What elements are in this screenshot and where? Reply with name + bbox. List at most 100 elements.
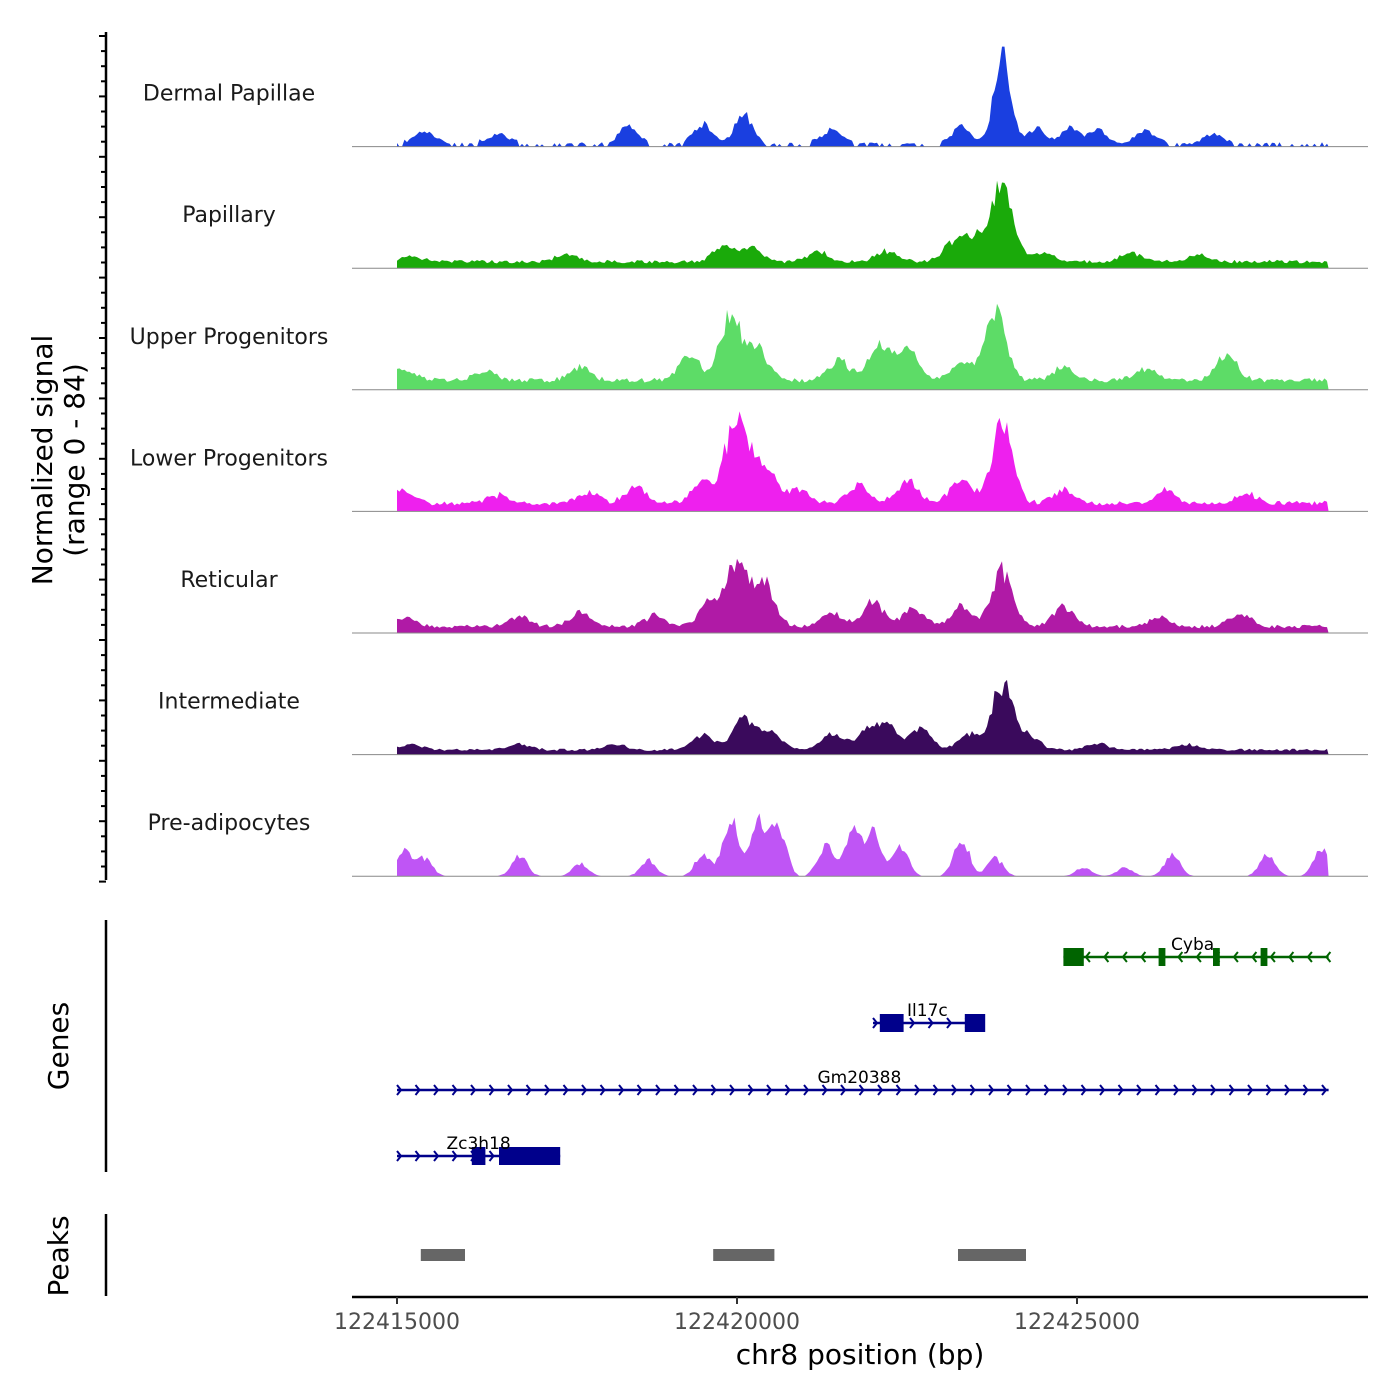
x-axis-title: chr8 position (bp) [736, 1338, 985, 1371]
strand-chevron [909, 1017, 916, 1029]
strand-chevron [1099, 1084, 1106, 1096]
strand-chevron [927, 1017, 934, 1029]
exon-block [964, 1014, 986, 1032]
strand-chevron [877, 1084, 884, 1096]
x-tick-label: 122415000 [334, 1310, 460, 1335]
strand-chevron [766, 1084, 773, 1096]
gene-model: Cyba [1063, 935, 1332, 966]
exon-block [1213, 948, 1220, 966]
strand-chevron [1195, 951, 1202, 963]
strand-chevron [1121, 951, 1128, 963]
coverage-track: Upper Progenitors [130, 303, 1368, 391]
strand-chevron [1006, 1084, 1013, 1096]
strand-chevron [840, 1084, 847, 1096]
track-label: Reticular [180, 568, 278, 593]
strand-chevron [414, 1084, 421, 1096]
track-label: Papillary [182, 203, 276, 228]
coverage-area [397, 180, 1329, 269]
strand-chevron [396, 1084, 403, 1096]
strand-chevron [1154, 1084, 1161, 1096]
gene-label: Il17c [907, 1001, 948, 1021]
strand-chevron [1247, 1084, 1254, 1096]
strand-chevron [396, 1150, 403, 1162]
gene-model: Il17c [872, 1001, 986, 1032]
strand-chevron [655, 1084, 662, 1096]
strand-chevron [451, 1150, 458, 1162]
track-label: Pre-adipocytes [148, 811, 311, 836]
strand-chevron [1321, 1084, 1328, 1096]
axes: 122415000 122420000 122425000 [99, 32, 1368, 1335]
exon-block [879, 1014, 904, 1032]
strand-chevron [710, 1084, 717, 1096]
coverage-track: Lower Progenitors [130, 411, 1368, 512]
strand-chevron [1080, 1084, 1087, 1096]
strand-chevron [914, 1084, 921, 1096]
strand-chevron [1084, 951, 1091, 963]
strand-chevron [1251, 951, 1258, 963]
strand-chevron [525, 1084, 532, 1096]
strand-chevron [932, 1084, 939, 1096]
strand-chevron [433, 1084, 440, 1096]
coverage-area [397, 558, 1329, 633]
strand-chevron [784, 1084, 791, 1096]
strand-chevron [1136, 1084, 1143, 1096]
strand-chevron [470, 1084, 477, 1096]
strand-chevron [803, 1084, 810, 1096]
strand-chevron [1025, 1084, 1032, 1096]
strand-chevron [951, 1084, 958, 1096]
strand-chevron [1325, 951, 1332, 963]
y-axis-title: Normalized signal [26, 335, 59, 586]
strand-chevron [692, 1084, 699, 1096]
peak-region [420, 1249, 465, 1261]
coverage-area [397, 411, 1329, 512]
strand-chevron [747, 1084, 754, 1096]
coverage-area [397, 813, 1329, 877]
strand-chevron [821, 1084, 828, 1096]
strand-chevron [1173, 1084, 1180, 1096]
strand-chevron [858, 1084, 865, 1096]
strand-chevron [1284, 1084, 1291, 1096]
track-label: Lower Progenitors [130, 446, 328, 471]
coverage-area [397, 46, 1329, 147]
strand-chevron [1269, 951, 1276, 963]
genes-panel-title: Genes [42, 1002, 75, 1090]
strand-chevron [1288, 951, 1295, 963]
track-label: Dermal Papillae [143, 82, 315, 107]
strand-chevron [895, 1084, 902, 1096]
strand-chevron [488, 1084, 495, 1096]
exon-block [1063, 948, 1084, 966]
strand-chevron [1302, 1084, 1309, 1096]
strand-chevron [1306, 951, 1313, 963]
strand-chevron [1265, 1084, 1272, 1096]
coverage-track: Intermediate [158, 679, 1368, 756]
strand-chevron [1232, 951, 1239, 963]
strand-chevron [1228, 1084, 1235, 1096]
strand-chevron [946, 1017, 953, 1029]
gene-label: Zc3h18 [446, 1134, 510, 1154]
gene-model: Gm20388 [396, 1068, 1329, 1096]
gene-label: Cyba [1171, 935, 1214, 955]
peaks-panel-title: Peaks [42, 1215, 75, 1296]
coverage-track: Reticular [180, 558, 1368, 634]
strand-chevron [872, 1017, 879, 1029]
strand-chevron [618, 1084, 625, 1096]
gene-model: Zc3h18 [396, 1134, 561, 1165]
track-label: Intermediate [158, 690, 300, 715]
strand-chevron [729, 1084, 736, 1096]
gene-label: Gm20388 [817, 1068, 901, 1088]
strand-chevron [599, 1084, 606, 1096]
peak-region [713, 1249, 775, 1261]
coverage-track: Papillary [182, 180, 1368, 269]
strand-chevron [1062, 1084, 1069, 1096]
strand-chevron [581, 1084, 588, 1096]
strand-chevron [1140, 951, 1147, 963]
exon-block [1260, 948, 1268, 966]
peaks-panel [420, 1249, 1026, 1261]
strand-chevron [507, 1084, 514, 1096]
exon-block [499, 1147, 561, 1165]
strand-chevron [414, 1150, 421, 1162]
coverage-tracks: Dermal Papillae Papillary Upper Progenitor… [130, 46, 1368, 877]
strand-chevron [1210, 1084, 1217, 1096]
coverage-track: Pre-adipocytes [148, 811, 1368, 877]
strand-chevron [1191, 1084, 1198, 1096]
